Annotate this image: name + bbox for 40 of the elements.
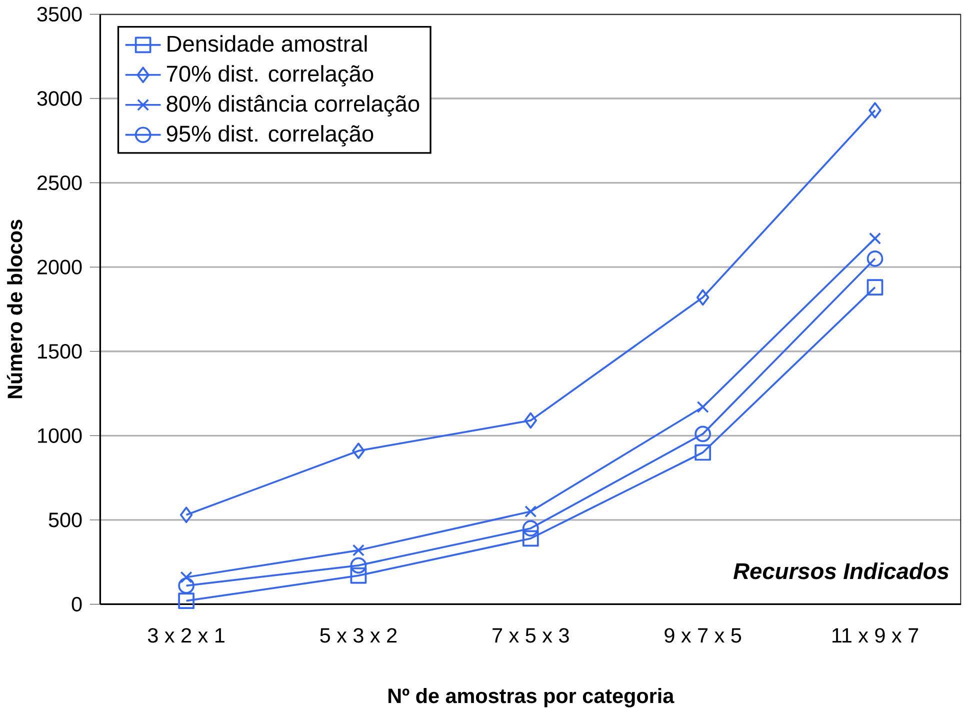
point (868, 102, 882, 118)
point (180, 571, 192, 584)
x-tick-label: 7 x 5 x 3 (492, 628, 569, 643)
x-tick-label: 9 x 7 x 5 (664, 628, 742, 643)
y-tick-label: 1500 (38, 344, 82, 359)
point (694, 426, 712, 442)
point (522, 530, 539, 547)
legend-label: 95% dist. correlação (166, 124, 374, 146)
y-tick-label: 2000 (38, 260, 82, 274)
point (524, 505, 537, 518)
legend-label: 70% dist. correlação (166, 64, 374, 86)
point (866, 250, 884, 267)
point (350, 567, 367, 584)
x-tick-label: 5 x 3 x 2 (320, 628, 397, 643)
x-axis-title: Nº de amostras por categoria (388, 688, 674, 708)
point (696, 289, 710, 306)
y-tick-label: 0 (72, 596, 82, 612)
point (694, 444, 712, 461)
point (866, 278, 884, 296)
point (352, 442, 365, 459)
point (522, 520, 539, 536)
point (180, 506, 193, 523)
point (524, 412, 538, 429)
y-tick-label: 2500 (38, 175, 82, 190)
legend-label: Densidade amostral (168, 35, 367, 52)
y-tick-label: 3500 (37, 6, 82, 22)
x-tick-label: 3 x 2 x 1 (148, 628, 224, 643)
y-axis-title: Número de blocos (6, 220, 22, 398)
legend-label: 80% distância correlação (166, 94, 420, 116)
annotation: Recursos Indicados (734, 562, 949, 580)
y-tick-label: 500 (48, 512, 82, 528)
point (868, 232, 882, 244)
point (696, 400, 709, 413)
x-tick-label: 11 x 9 x 7 (832, 628, 918, 643)
y-tick-label: 3000 (37, 91, 82, 106)
point (350, 557, 367, 574)
point (178, 577, 194, 594)
y-tick-label: 1000 (38, 428, 82, 443)
point (178, 592, 194, 609)
point (352, 544, 365, 556)
